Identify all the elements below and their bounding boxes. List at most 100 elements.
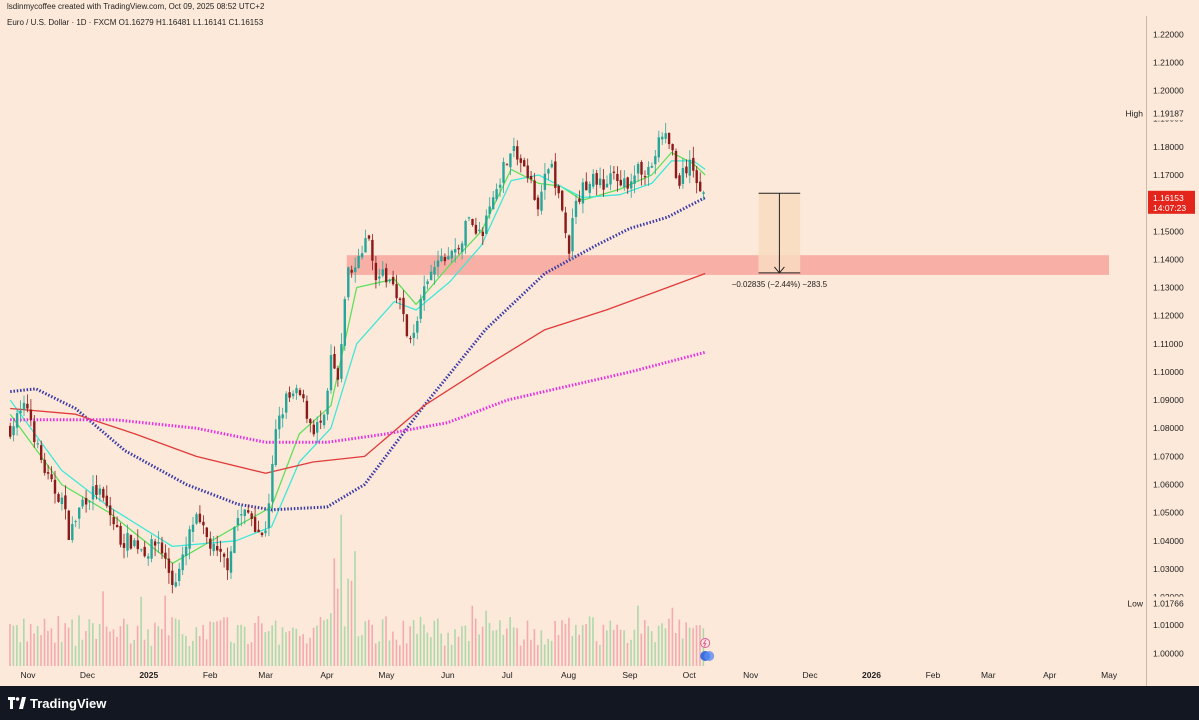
candle-body <box>26 403 29 409</box>
candle-body <box>388 279 391 282</box>
candle-body <box>402 297 405 315</box>
candle-body <box>326 390 329 415</box>
volume-bar <box>668 618 670 666</box>
x-tick-label: Apr <box>1043 670 1056 680</box>
symbol-info: Euro / U.S. Dollar · 1D · FXCM O1.16279 … <box>7 18 264 27</box>
candle-body <box>409 338 412 340</box>
volume-bar <box>681 638 684 666</box>
price-chart[interactable]: Euro / U.S. Dollar · 1D · FXCM O1.16279 … <box>0 16 1146 686</box>
candle-body <box>157 542 160 544</box>
volume-bar <box>464 625 467 666</box>
candle-body <box>88 501 91 503</box>
chart-pane[interactable]: Euro / U.S. Dollar · 1D · FXCM O1.16279 … <box>0 16 1146 686</box>
candle-body <box>271 463 274 502</box>
candle-body <box>298 390 302 395</box>
candle-body <box>253 517 257 532</box>
volume-bar <box>54 642 56 666</box>
volume-bar <box>119 626 122 666</box>
high-label: High <box>1126 108 1144 118</box>
volume-bar <box>540 630 543 666</box>
candle-body <box>9 425 12 437</box>
volume-bar <box>385 616 387 666</box>
candle-body <box>322 414 326 426</box>
calendar-event-icon-2 <box>704 651 715 661</box>
candle-body <box>15 413 19 428</box>
x-tick-label: Apr <box>320 670 333 680</box>
candles-layer <box>9 122 705 594</box>
candle-body <box>674 150 678 178</box>
volume-bar <box>644 620 646 666</box>
volume-bar <box>581 625 584 666</box>
candle-body <box>588 183 591 193</box>
x-tick-label: Nov <box>20 670 36 680</box>
candle-body <box>53 479 57 494</box>
volume-bar <box>547 638 549 666</box>
candle-body <box>115 525 119 528</box>
volume-bar <box>612 629 615 666</box>
candle-body <box>43 459 46 473</box>
y-tick-label: 1.08000 <box>1153 423 1184 433</box>
candle-body <box>371 239 374 261</box>
candle-body <box>222 553 226 557</box>
candle-body <box>140 549 143 551</box>
candle-body <box>405 314 409 337</box>
candle-body <box>526 165 529 179</box>
volume-bar <box>295 628 298 666</box>
volume-bar <box>109 631 111 666</box>
volume-bar <box>88 619 91 666</box>
y-tick-label: 1.18000 <box>1153 142 1184 152</box>
candle-body <box>57 494 60 502</box>
candle-body <box>50 474 53 480</box>
candle-body <box>64 495 67 510</box>
price-axis[interactable]: 1.220001.210001.200001.190001.180001.170… <box>1146 16 1199 686</box>
ma-100-line <box>10 272 706 474</box>
candle-body <box>202 521 205 526</box>
x-tick-label: Dec <box>803 670 819 680</box>
volume-bar <box>454 629 456 666</box>
x-tick-label: May <box>1101 670 1118 680</box>
volume-bar <box>474 618 477 666</box>
volume-bar <box>416 633 418 666</box>
candle-body <box>29 409 33 420</box>
volume-bar <box>305 643 308 666</box>
volume-bar <box>395 639 398 666</box>
volume-bar <box>316 625 318 666</box>
candle-body <box>74 521 77 523</box>
volume-bar <box>595 641 598 666</box>
volume-bar <box>402 620 405 666</box>
candle-body <box>578 198 581 202</box>
volume-bar <box>619 629 622 666</box>
volume-bar <box>471 605 474 666</box>
candle-body <box>605 183 609 188</box>
volume-bar <box>657 625 660 666</box>
volume-bar <box>550 640 553 666</box>
candle-body <box>171 570 174 585</box>
candle-body <box>436 260 440 267</box>
candle-body <box>495 189 498 200</box>
volume-bar <box>136 625 139 666</box>
volume-bar <box>623 630 625 666</box>
volume-bar <box>202 624 204 666</box>
volume-bar <box>254 623 256 666</box>
candle-body <box>492 197 495 210</box>
candle-body <box>147 556 150 559</box>
volume-bar <box>450 644 453 666</box>
volume-bar <box>216 621 218 666</box>
candle-body <box>98 488 102 495</box>
volume-bar <box>633 629 636 666</box>
volume-bar <box>85 631 87 666</box>
candle-body <box>667 132 671 145</box>
candle-body <box>288 392 291 398</box>
candle-body <box>550 163 553 168</box>
x-tick-label: Sep <box>622 670 637 680</box>
x-tick-label: Nov <box>743 670 759 680</box>
candle-body <box>281 414 284 419</box>
event-icons <box>700 638 715 661</box>
volume-bar <box>692 628 694 666</box>
candle-body <box>516 146 519 160</box>
candle-body <box>464 221 467 246</box>
candle-body <box>19 410 22 414</box>
volume-bar <box>502 634 505 666</box>
support-zone-layer <box>346 255 1109 275</box>
candle-body <box>574 200 578 217</box>
